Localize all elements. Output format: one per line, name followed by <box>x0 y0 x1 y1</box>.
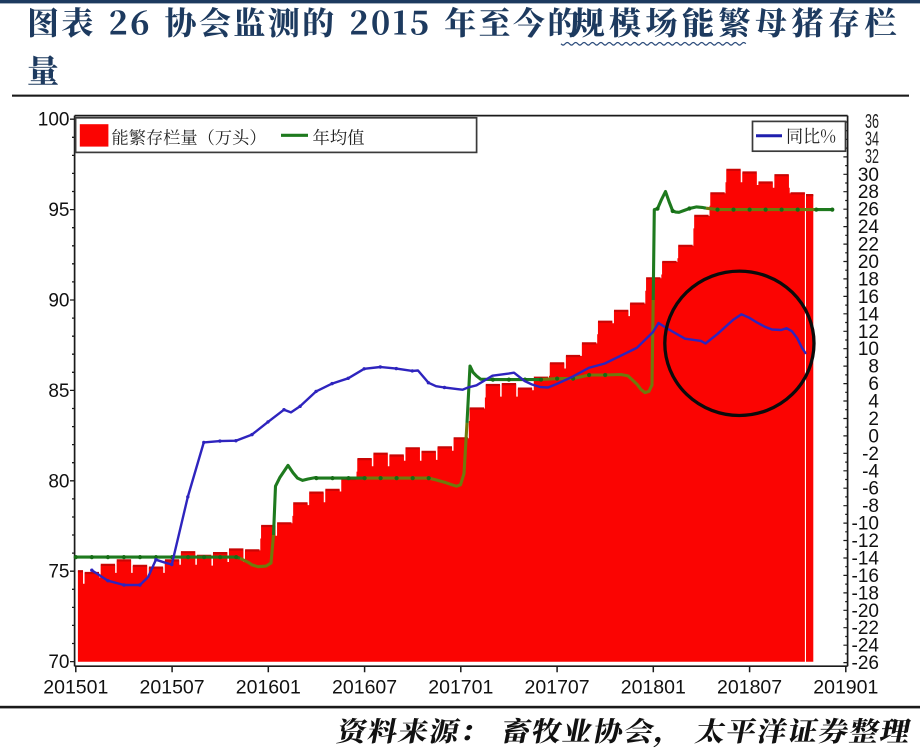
svg-text:8: 8 <box>868 357 879 378</box>
svg-text:0: 0 <box>868 426 879 447</box>
svg-text:201701: 201701 <box>428 677 493 699</box>
svg-text:-12: -12 <box>852 531 879 552</box>
svg-text:-16: -16 <box>852 566 879 587</box>
svg-text:201801: 201801 <box>621 677 686 699</box>
svg-text:201601: 201601 <box>236 677 301 699</box>
svg-text:-18: -18 <box>852 583 879 604</box>
svg-text:34: 34 <box>865 127 879 150</box>
svg-text:-26: -26 <box>852 653 879 674</box>
svg-text:80: 80 <box>48 471 69 492</box>
svg-text:-2: -2 <box>862 444 879 465</box>
svg-text:16: 16 <box>858 287 879 308</box>
svg-text:95: 95 <box>48 200 69 221</box>
svg-text:-10: -10 <box>852 514 879 535</box>
svg-text:30: 30 <box>858 165 879 186</box>
svg-text:26: 26 <box>858 200 879 221</box>
svg-text:201507: 201507 <box>140 677 205 699</box>
svg-text:75: 75 <box>48 562 69 583</box>
svg-text:90: 90 <box>48 291 69 312</box>
svg-text:6: 6 <box>868 374 879 395</box>
svg-text:-14: -14 <box>852 549 880 570</box>
svg-text:201707: 201707 <box>525 677 590 699</box>
svg-text:201807: 201807 <box>717 677 782 699</box>
svg-text:201901: 201901 <box>813 677 878 699</box>
svg-text:-6: -6 <box>862 479 879 500</box>
svg-text:201607: 201607 <box>332 677 397 699</box>
svg-text:28: 28 <box>858 182 879 203</box>
svg-text:-4: -4 <box>862 461 879 482</box>
svg-text:18: 18 <box>858 269 879 290</box>
svg-text:12: 12 <box>858 322 879 343</box>
svg-text:-22: -22 <box>852 618 879 639</box>
svg-text:100: 100 <box>38 110 70 131</box>
svg-text:2: 2 <box>868 409 879 430</box>
svg-text:85: 85 <box>48 381 69 402</box>
svg-text:24: 24 <box>858 217 880 238</box>
svg-text:14: 14 <box>858 304 880 325</box>
svg-text:22: 22 <box>858 235 879 256</box>
svg-text:-20: -20 <box>852 601 879 622</box>
svg-text:32: 32 <box>865 145 879 168</box>
svg-text:70: 70 <box>48 652 69 673</box>
svg-text:-8: -8 <box>862 496 879 517</box>
svg-text:201501: 201501 <box>43 677 108 699</box>
svg-text:20: 20 <box>858 252 879 273</box>
svg-text:10: 10 <box>858 339 879 360</box>
svg-text:-24: -24 <box>852 636 880 657</box>
svg-text:4: 4 <box>868 392 879 413</box>
svg-text:36: 36 <box>865 110 879 133</box>
